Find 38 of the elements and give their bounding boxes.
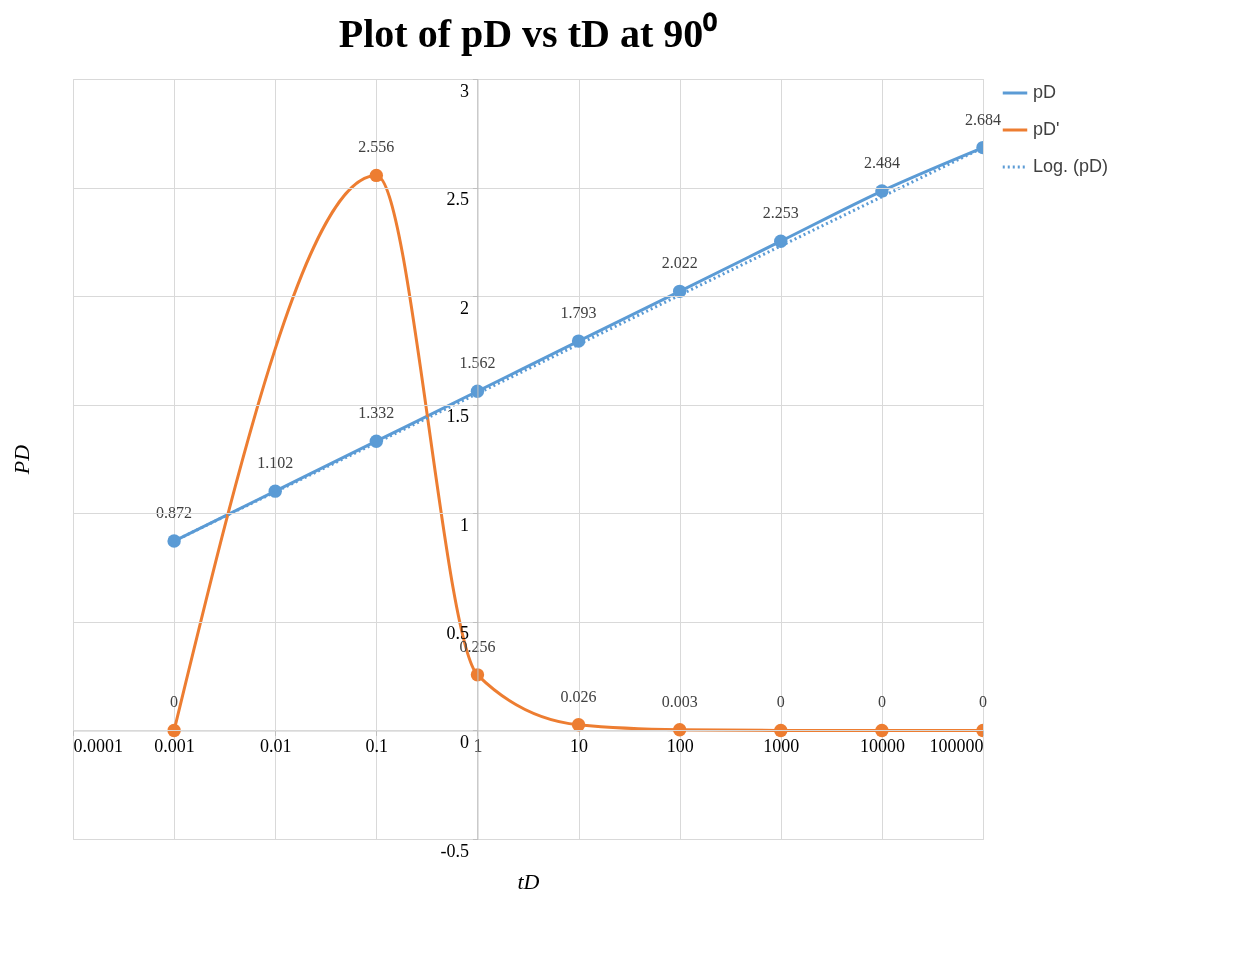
y-tick-label: -0.5: [440, 840, 469, 861]
x-tick-label: 0.1: [365, 735, 389, 756]
x-tick-label: 100: [666, 735, 694, 756]
chart-title: Plot of pD vs tD at 90⁰: [338, 10, 718, 56]
x-tick-label: 100000: [929, 735, 984, 756]
legend-label: pD: [1033, 82, 1057, 102]
data-label: 0: [776, 693, 785, 711]
y-tick-label: 2: [459, 297, 469, 318]
x-tick-label: 1000: [763, 735, 800, 756]
data-label: 1.102: [257, 454, 294, 472]
y-tick-label: 1: [459, 514, 469, 535]
data-label: 0: [979, 693, 987, 711]
data-label: 2.253: [762, 204, 799, 222]
x-tick-label: 0.01: [259, 735, 292, 756]
y-tick-label: 1.5: [446, 406, 469, 427]
x-tick-label: 0.001: [154, 735, 195, 756]
data-label: 1.793: [560, 304, 597, 322]
x-tick-label: 1: [473, 735, 483, 756]
x-axis-title: tD: [517, 868, 540, 894]
data-label: 2.022: [661, 254, 698, 272]
data-label: 2.484: [863, 154, 900, 172]
y-tick-label: 3: [459, 80, 469, 101]
legend-label: pD': [1033, 119, 1060, 139]
x-tick-label: 10: [570, 735, 589, 756]
data-label: 0.003: [661, 692, 698, 710]
legend-label: Log. (pD): [1033, 156, 1109, 176]
data-label: 0: [170, 693, 179, 711]
data-label: 1.562: [459, 354, 496, 372]
y-axis-title: PD: [8, 444, 34, 476]
data-label: 1.332: [358, 404, 395, 422]
y-tick-label: 0: [459, 731, 469, 752]
data-label: 0: [877, 693, 886, 711]
data-label: 2.684: [965, 110, 1001, 128]
data-label: 2.556: [358, 138, 395, 156]
y-tick-label: 2.5: [446, 189, 469, 210]
x-tick-label: 0.0001: [73, 735, 123, 756]
data-label: 0.026: [560, 687, 597, 705]
x-tick-label: 10000: [859, 735, 905, 756]
